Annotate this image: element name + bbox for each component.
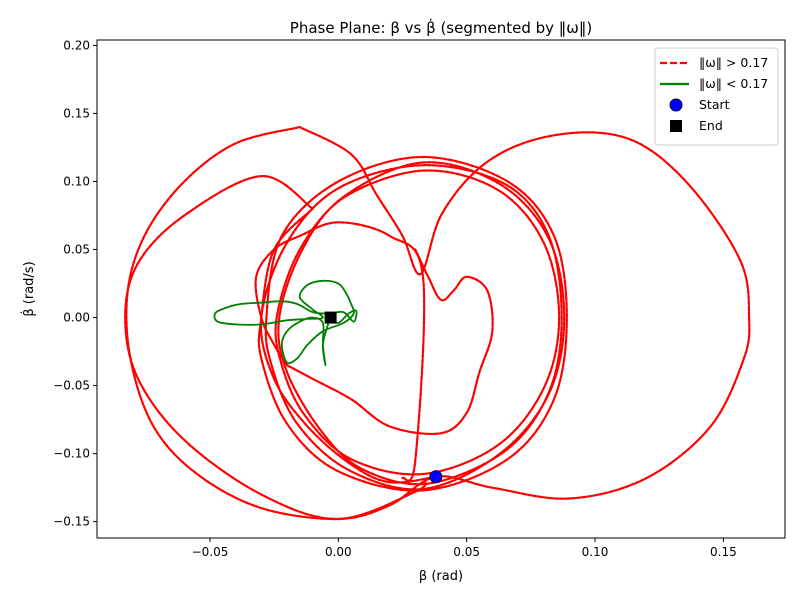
x-tick-label: −0.05 <box>192 545 229 559</box>
legend-label: ‖ω‖ < 0.17 <box>699 76 768 91</box>
end-marker <box>324 311 337 324</box>
chart-title: Phase Plane: β vs β̇ (segmented by ‖ω‖) <box>290 18 592 37</box>
x-tick-label: 0.15 <box>710 545 737 559</box>
series-high-omega-line-0 <box>257 155 568 492</box>
legend-symbol <box>670 120 682 132</box>
y-tick-label: 0.05 <box>63 243 90 257</box>
legend-label: End <box>699 118 723 133</box>
plot-area <box>124 126 751 521</box>
legend-label: Start <box>699 97 730 112</box>
start-marker <box>429 470 443 484</box>
x-axis-label: β (rad) <box>419 569 463 584</box>
legend-symbol <box>669 98 683 112</box>
legend-label: ‖ω‖ > 0.17 <box>699 55 768 70</box>
axes-frame <box>96 39 786 539</box>
y-tick-label: −0.15 <box>53 515 90 529</box>
y-axis-label: β̇ (rad/s) <box>21 261 37 316</box>
legend-box <box>654 47 779 146</box>
series-high-omega-line-4 <box>125 126 751 521</box>
series-high-omega-line-3 <box>285 248 494 436</box>
y-tick-label: −0.05 <box>53 379 90 393</box>
x-tick-label: 0.10 <box>582 545 609 559</box>
y-tick-label: 0.10 <box>63 175 90 189</box>
series-high-omega-line-2 <box>254 221 426 482</box>
x-axis: −0.05 0.00 0.05 0.10 0.15 <box>192 538 737 559</box>
x-tick-label: 0.05 <box>453 545 480 559</box>
series-low-omega-line-0 <box>213 279 358 367</box>
y-tick-label: −0.10 <box>53 447 90 461</box>
y-axis: −0.15 −0.10 −0.05 0.00 0.05 0.10 0.15 0.20 <box>53 38 97 529</box>
x-tick-label: 0.00 <box>325 545 352 559</box>
legend: ‖ω‖ > 0.17 ‖ω‖ < 0.17 Start End <box>654 47 779 146</box>
y-tick-label: 0.15 <box>63 106 90 120</box>
y-tick-label: 0.20 <box>63 38 90 52</box>
y-tick-label: 0.00 <box>63 311 90 325</box>
